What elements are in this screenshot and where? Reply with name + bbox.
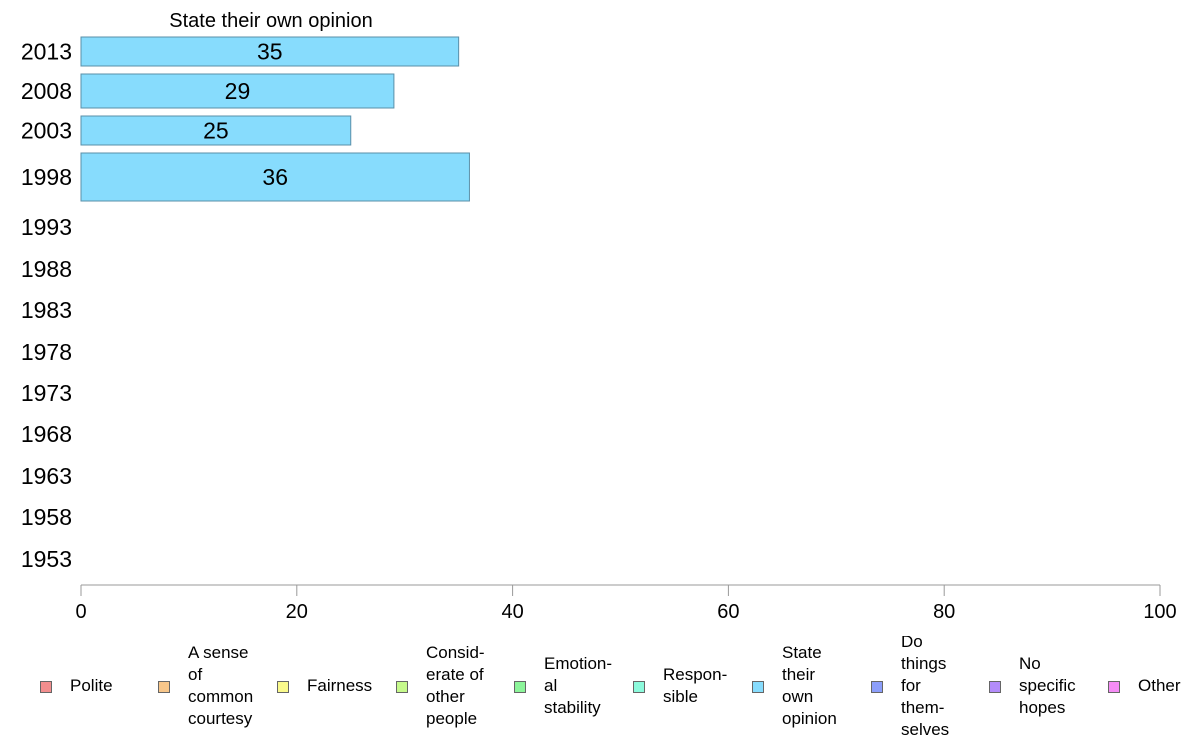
legend-label: No specific hopes [1019, 654, 1076, 717]
y-tick-label: 1953 [21, 546, 72, 572]
legend-label: Emotion- al stability [544, 654, 613, 717]
y-tick-label: 2013 [21, 39, 72, 65]
x-tick-label: 80 [933, 601, 955, 623]
legend-label: Polite [70, 676, 113, 695]
bar [80, 73, 395, 109]
chart-title: State their own opinion [169, 10, 372, 32]
legend-swatch [871, 681, 883, 693]
bar [80, 152, 470, 202]
y-tick-label: 2008 [21, 78, 72, 104]
legend: Polite A sense of common courtesy Fairness… [0, 636, 1188, 736]
legend-label: A sense of common courtesy [188, 643, 254, 728]
legend-swatch [752, 681, 764, 693]
legend-label: Fairness [307, 676, 373, 695]
bar [80, 36, 460, 67]
bar-value-label: 35 [257, 39, 283, 65]
legend-label: Do things for them- selves [901, 636, 950, 736]
legend-label: Other [1138, 676, 1181, 695]
y-tick-label: 1963 [21, 463, 72, 489]
legend-swatch [277, 681, 289, 693]
legend-swatch [40, 681, 52, 693]
bar-value-label: 29 [225, 78, 251, 104]
legend-label: Consid- erate of other people [426, 643, 485, 728]
x-tick-label: 40 [501, 601, 523, 623]
y-tick-label: 1998 [21, 164, 72, 190]
y-tick-label: 1983 [21, 297, 72, 323]
y-tick-label: 1988 [21, 256, 72, 282]
legend-swatch [1108, 681, 1120, 693]
legend-label: State their own opinion [782, 643, 837, 728]
legend-label: Respon- sible [663, 665, 728, 706]
y-tick-label: 2003 [21, 118, 72, 144]
x-tick-label: 100 [1143, 601, 1176, 623]
y-tick-label: 1958 [21, 504, 72, 530]
legend-swatch [989, 681, 1001, 693]
y-tick-label: 1993 [21, 214, 72, 240]
x-axis-ticks: 0 20 40 60 80 100 [75, 585, 1177, 623]
bars-group [80, 36, 470, 202]
bar [80, 115, 352, 146]
legend-swatch [633, 681, 645, 693]
y-tick-label: 1973 [21, 380, 72, 406]
legend-swatch [158, 681, 170, 693]
bar-value-label: 25 [203, 118, 229, 144]
y-tick-label: 1978 [21, 339, 72, 365]
legend-swatch [514, 681, 526, 693]
legend-swatch [396, 681, 408, 693]
x-tick-label: 0 [75, 601, 86, 623]
y-tick-label: 1968 [21, 421, 72, 447]
y-axis-labels: 2013 2008 2003 1998 1993 1988 1983 1978 1973 1968… [21, 39, 72, 573]
bar-value-label: 36 [262, 164, 288, 190]
x-tick-label: 60 [717, 601, 739, 623]
x-tick-label: 20 [286, 601, 308, 623]
